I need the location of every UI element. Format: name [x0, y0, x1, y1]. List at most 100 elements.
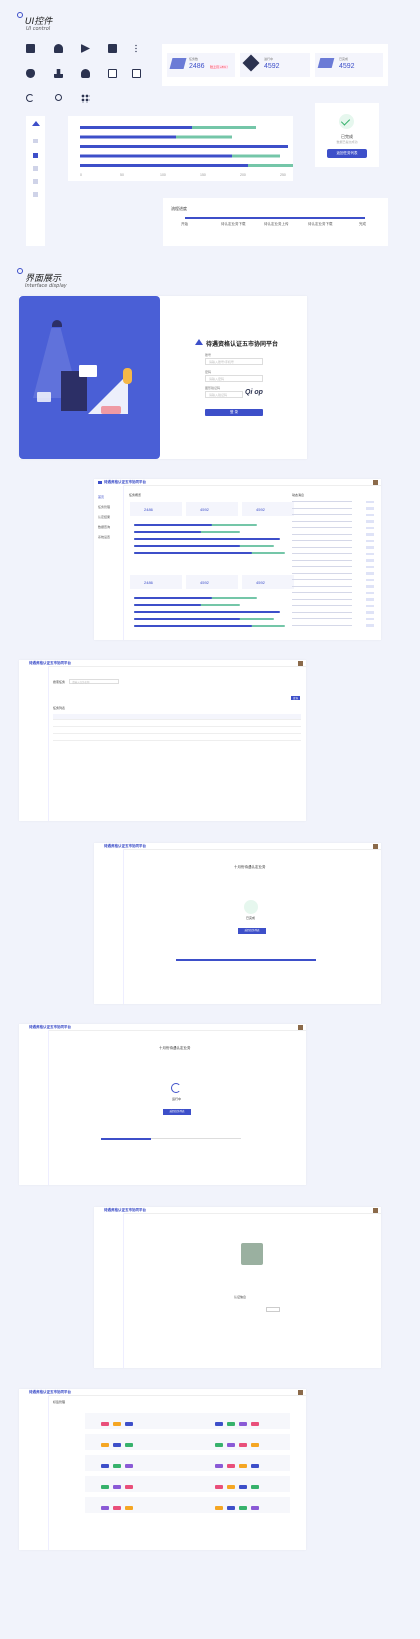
account-input[interactable]: 请输入账号/手机号: [205, 358, 263, 365]
tag-chip[interactable]: [215, 1422, 223, 1426]
avatar[interactable]: [298, 1390, 303, 1395]
list-item[interactable]: [292, 507, 352, 509]
table-row[interactable]: [53, 714, 301, 720]
return-list-button[interactable]: 返回任务列表: [327, 149, 367, 158]
captcha-input[interactable]: 请输入验证码: [205, 391, 243, 398]
chart-icon[interactable]: [108, 69, 117, 78]
list-item[interactable]: [292, 579, 352, 581]
monitor-icon[interactable]: [26, 44, 35, 53]
refresh-icon[interactable]: [26, 94, 34, 102]
tag-chip[interactable]: [101, 1422, 109, 1426]
sidebar-item-query[interactable]: 数据查询: [98, 525, 111, 529]
menu-icon[interactable]: [33, 139, 38, 143]
avatar[interactable]: [373, 844, 378, 849]
list-item[interactable]: [292, 501, 352, 503]
list-item[interactable]: [292, 540, 352, 542]
tag-chip[interactable]: [113, 1443, 121, 1447]
tag-chip[interactable]: [251, 1422, 259, 1426]
tag-chip[interactable]: [251, 1485, 259, 1489]
list-item[interactable]: [292, 559, 352, 561]
search-icon[interactable]: [55, 94, 62, 101]
tag-chip[interactable]: [113, 1422, 121, 1426]
list-item[interactable]: [292, 566, 352, 568]
tag-chip[interactable]: [101, 1485, 109, 1489]
list-item[interactable]: [292, 572, 352, 574]
tag-chip[interactable]: [239, 1485, 247, 1489]
action-button[interactable]: [266, 1307, 280, 1312]
table-row[interactable]: [53, 735, 301, 741]
tag-chip[interactable]: [239, 1506, 247, 1510]
axis-tick-label: 100: [160, 173, 166, 177]
tag-chip[interactable]: [251, 1506, 259, 1510]
list-item[interactable]: [292, 605, 352, 607]
list-item[interactable]: [292, 527, 352, 529]
list-item[interactable]: [292, 546, 352, 548]
bell-icon[interactable]: [54, 44, 63, 53]
tag-chip[interactable]: [251, 1464, 259, 1468]
tag-chip[interactable]: [239, 1422, 247, 1426]
upload-icon[interactable]: [54, 69, 63, 78]
tag-chip[interactable]: [251, 1443, 259, 1447]
sidebar-item-settings[interactable]: 系统设置: [98, 535, 111, 539]
tag-chip[interactable]: [101, 1506, 109, 1510]
calendar-icon[interactable]: [132, 69, 141, 78]
password-input[interactable]: 请输入密码: [205, 375, 263, 382]
list-item[interactable]: [292, 618, 352, 620]
tag-chip[interactable]: [239, 1464, 247, 1468]
tag-chip[interactable]: [215, 1485, 223, 1489]
avatar[interactable]: [298, 1025, 303, 1030]
login-button[interactable]: 登 录: [205, 409, 263, 416]
menu-icon[interactable]: [33, 153, 38, 158]
search-input[interactable]: 请输入任务名称: [69, 679, 119, 684]
list-item[interactable]: [292, 592, 352, 594]
list-item[interactable]: [292, 598, 352, 600]
list-item[interactable]: [292, 514, 352, 516]
tag-chip[interactable]: [113, 1485, 121, 1489]
tag-chip[interactable]: [125, 1443, 133, 1447]
tag-chip[interactable]: [227, 1464, 235, 1468]
list-item[interactable]: [292, 585, 352, 587]
query-button[interactable]: 查询: [291, 696, 300, 700]
document-icon[interactable]: [108, 44, 117, 53]
list-item[interactable]: [292, 553, 352, 555]
shield-icon[interactable]: [26, 69, 35, 78]
list-item[interactable]: [292, 533, 352, 535]
sidebar-item-tasks[interactable]: 任务管理: [98, 505, 111, 509]
more-icon[interactable]: [135, 44, 137, 53]
tag-chip[interactable]: [125, 1506, 133, 1510]
avatar[interactable]: [373, 1208, 378, 1213]
tag-chip[interactable]: [227, 1443, 235, 1447]
tag-chip[interactable]: [227, 1422, 235, 1426]
tag-chip[interactable]: [227, 1506, 235, 1510]
network-icon[interactable]: [81, 94, 90, 103]
tag-chip[interactable]: [125, 1485, 133, 1489]
return-list-button[interactable]: 返回任务列表: [163, 1109, 191, 1115]
table-row[interactable]: [53, 721, 301, 727]
tag-chip[interactable]: [215, 1506, 223, 1510]
sidebar-item-results[interactable]: 认定结果: [98, 515, 111, 519]
tag-chip[interactable]: [215, 1443, 223, 1447]
list-item[interactable]: [292, 611, 352, 613]
list-item[interactable]: [292, 624, 352, 626]
tag-chip[interactable]: [227, 1485, 235, 1489]
tag-chip[interactable]: [125, 1464, 133, 1468]
sidebar-item-home[interactable]: 首页: [98, 495, 105, 499]
return-list-button[interactable]: 返回任务列表: [238, 928, 266, 934]
menu-icon[interactable]: [33, 179, 38, 184]
tag-chip[interactable]: [113, 1506, 121, 1510]
table-row[interactable]: [53, 728, 301, 734]
send-icon[interactable]: [81, 44, 90, 53]
menu-icon[interactable]: [33, 166, 38, 171]
tag-chip[interactable]: [215, 1464, 223, 1468]
tag-chip[interactable]: [101, 1464, 109, 1468]
list-item[interactable]: [292, 520, 352, 522]
avatar[interactable]: [298, 661, 303, 666]
tag-chip[interactable]: [239, 1443, 247, 1447]
avatar[interactable]: [373, 480, 378, 485]
tag-chip[interactable]: [113, 1464, 121, 1468]
tag-chip[interactable]: [125, 1422, 133, 1426]
cloud-icon[interactable]: [81, 69, 90, 78]
menu-icon[interactable]: [33, 192, 38, 197]
captcha-image[interactable]: Qi op: [245, 389, 263, 396]
tag-chip[interactable]: [101, 1443, 109, 1447]
